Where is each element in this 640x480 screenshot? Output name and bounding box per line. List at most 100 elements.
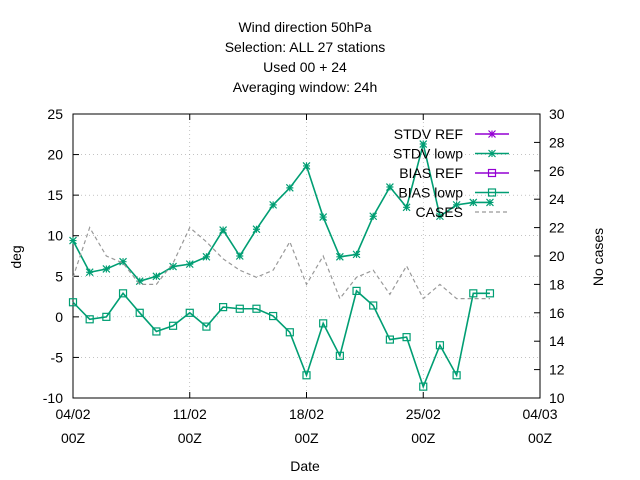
legend-label: STDV lowp bbox=[393, 146, 463, 162]
y2-tick-label: 28 bbox=[549, 134, 565, 150]
x-tick-label-time: 00Z bbox=[61, 430, 86, 446]
y2-axis-label: No cases bbox=[590, 228, 606, 286]
legend-marker bbox=[488, 149, 496, 158]
data-point bbox=[402, 333, 411, 342]
y-tick-label: 0 bbox=[55, 309, 63, 325]
data-point bbox=[469, 289, 478, 298]
data-point bbox=[369, 212, 378, 221]
data-point bbox=[385, 335, 394, 344]
series-bias-lowp bbox=[68, 286, 495, 391]
data-point bbox=[168, 321, 178, 330]
data-point bbox=[385, 183, 394, 191]
y-tick-label: 20 bbox=[47, 147, 63, 163]
chart-title-line: Averaging window: 24h bbox=[233, 79, 378, 95]
y2-tick-label: 12 bbox=[549, 362, 565, 378]
y2-tick-label: 14 bbox=[549, 333, 565, 349]
data-point bbox=[152, 272, 161, 281]
x-tick-label-time: 00Z bbox=[411, 430, 436, 446]
x-tick-label-date: 18/02 bbox=[289, 406, 324, 422]
data-point bbox=[352, 286, 361, 295]
data-point bbox=[119, 257, 127, 266]
y-tick-label: -5 bbox=[51, 349, 64, 365]
axes: -10 -5 0 5 10 15 20 25 10 12 14 16 18 20 22 24 26 28 30 04/… bbox=[43, 106, 565, 446]
data-point bbox=[486, 198, 494, 207]
legend-label: BIAS REF bbox=[399, 165, 463, 181]
data-point bbox=[436, 212, 444, 221]
chart-title: Wind direction 50hPa Selection: ALL 27 st… bbox=[225, 19, 386, 95]
data-point bbox=[185, 260, 194, 269]
x-tick-label-time: 00Z bbox=[294, 430, 319, 446]
x-tick-label-time: 00Z bbox=[528, 430, 553, 446]
data-point bbox=[469, 198, 478, 207]
y-tick-label: 25 bbox=[47, 106, 63, 122]
y2-tick-label: 22 bbox=[549, 220, 565, 236]
y-tick-label: 5 bbox=[55, 268, 63, 284]
data-point bbox=[69, 236, 77, 245]
data-point bbox=[152, 327, 161, 336]
y2-tick-label: 10 bbox=[549, 390, 565, 406]
data-point bbox=[419, 140, 428, 148]
series-cases bbox=[72, 226, 490, 300]
x-tick-label-date: 11/02 bbox=[173, 406, 207, 422]
data-point bbox=[369, 301, 378, 310]
data-point bbox=[252, 225, 261, 234]
y2-tick-label: 18 bbox=[549, 276, 565, 292]
data-point bbox=[135, 308, 144, 317]
data-point bbox=[452, 371, 461, 380]
data-point bbox=[202, 252, 211, 261]
data-point bbox=[452, 200, 461, 209]
data-point bbox=[285, 183, 294, 192]
plot-frame bbox=[72, 113, 541, 399]
data-point bbox=[118, 289, 128, 298]
data-point bbox=[285, 328, 294, 337]
data-point bbox=[219, 226, 228, 234]
data-point bbox=[185, 308, 194, 317]
data-point bbox=[352, 250, 361, 259]
x-tick-label-date: 04/02 bbox=[55, 406, 90, 422]
data-point bbox=[68, 298, 78, 307]
legend-label: CASES bbox=[416, 204, 463, 220]
data-point bbox=[402, 203, 411, 212]
data-point bbox=[85, 268, 94, 277]
x-tick-label-date: 04/03 bbox=[522, 406, 557, 422]
data-point bbox=[219, 303, 228, 312]
series-line bbox=[72, 289, 490, 389]
data-point bbox=[335, 252, 344, 261]
legend-marker bbox=[487, 168, 497, 178]
data-point bbox=[319, 319, 328, 328]
data-point bbox=[85, 315, 94, 324]
data-point bbox=[302, 371, 311, 380]
series-line bbox=[72, 143, 490, 283]
data-point bbox=[169, 262, 177, 271]
data-point bbox=[135, 277, 144, 286]
series-line bbox=[72, 226, 490, 300]
legend-label: BIAS lowp bbox=[398, 185, 463, 201]
x-axis-label: Date bbox=[290, 458, 320, 474]
y2-tick-label: 26 bbox=[549, 163, 565, 179]
data-point bbox=[419, 382, 428, 391]
y2-tick-label: 20 bbox=[549, 248, 565, 264]
series-layer bbox=[68, 140, 495, 391]
chart-title-line: Wind direction 50hPa bbox=[238, 19, 371, 35]
y-tick-label: 10 bbox=[47, 228, 63, 244]
x-tick-label-date: 25/02 bbox=[406, 406, 441, 422]
data-point bbox=[235, 304, 244, 313]
data-point bbox=[269, 311, 278, 321]
chart-title-line: Used 00 + 24 bbox=[263, 59, 347, 75]
grid bbox=[73, 114, 540, 398]
legend: STDV REF STDV lowp BIAS REF BIAS lowp CASES bbox=[393, 126, 509, 220]
data-point bbox=[302, 162, 311, 170]
data-point bbox=[235, 252, 244, 260]
data-point bbox=[435, 341, 445, 350]
y2-tick-label: 30 bbox=[549, 106, 565, 122]
y-axis-label: deg bbox=[8, 245, 24, 268]
data-point bbox=[335, 351, 344, 360]
data-point bbox=[202, 322, 211, 331]
legend-marker bbox=[487, 188, 497, 197]
y-tick-label: -10 bbox=[43, 390, 63, 406]
x-tick-label-time: 00Z bbox=[178, 430, 203, 446]
chart-title-line: Selection: ALL 27 stations bbox=[225, 39, 386, 55]
legend-label: STDV REF bbox=[394, 126, 463, 142]
data-point bbox=[485, 289, 495, 298]
